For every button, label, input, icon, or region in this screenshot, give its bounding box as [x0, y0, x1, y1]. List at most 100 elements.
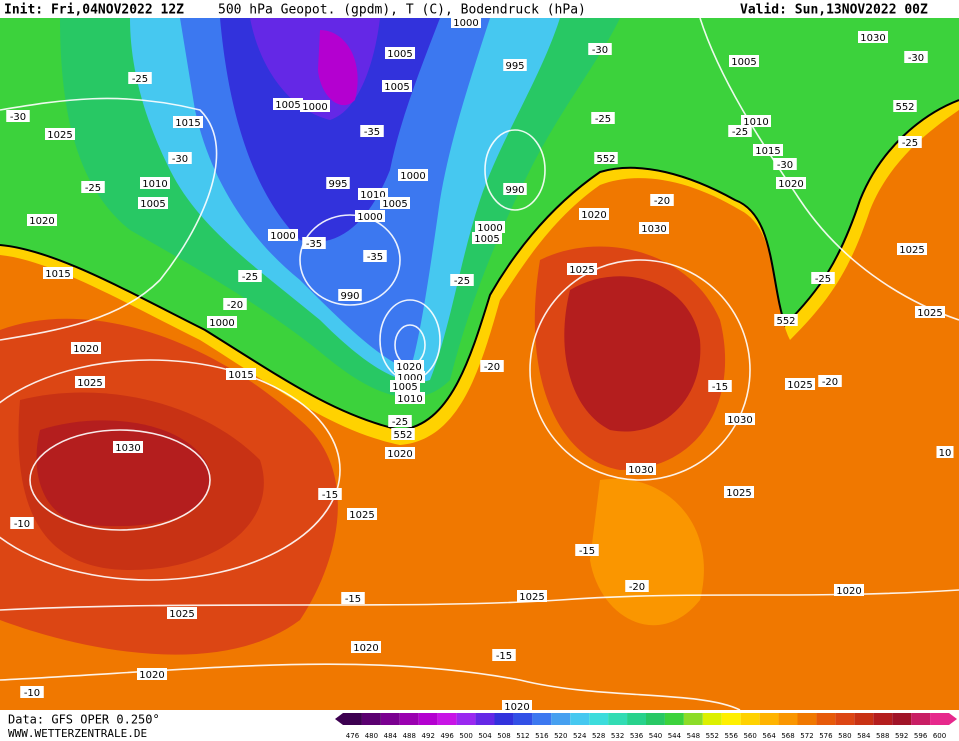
label-bg	[140, 177, 170, 189]
scale-cell	[608, 713, 628, 725]
scale-cell	[437, 713, 457, 725]
contour-label: -15	[712, 382, 728, 393]
scale-cell	[911, 713, 931, 725]
scale-level: 552	[706, 732, 719, 740]
scale-level: 484	[384, 732, 398, 740]
label-bg	[708, 380, 732, 392]
contour-label: 1020	[29, 216, 54, 227]
scale-level: 536	[630, 732, 644, 740]
contour-label: 1005	[387, 49, 412, 60]
contour-label: 1005	[731, 57, 756, 68]
label-bg	[741, 115, 771, 127]
scale-cell	[759, 713, 779, 725]
isohypse-552	[0, 99, 959, 432]
label-bg	[394, 360, 424, 372]
contour-label: 1020	[73, 344, 98, 355]
label-bg	[725, 413, 755, 425]
mild-area	[590, 478, 704, 626]
scale-cell	[343, 713, 362, 725]
contour-label: 1025	[569, 265, 594, 276]
contour-label: 1000	[397, 373, 422, 384]
map-field	[0, 17, 959, 711]
contour-label: -30	[172, 154, 188, 165]
contour-label: -30	[777, 160, 793, 171]
contour-label: 552	[776, 316, 795, 327]
label-bg	[398, 169, 428, 181]
contour-label: 1025	[899, 245, 924, 256]
contour-label: 1025	[726, 488, 751, 499]
contour-label: 1000	[453, 18, 478, 29]
label-bg	[785, 378, 815, 390]
scale-level: 520	[554, 732, 567, 740]
scale-cell	[835, 713, 855, 725]
contour-label: -30	[10, 112, 26, 123]
contour-label: 1005	[140, 199, 165, 210]
contour-label: -25	[392, 417, 408, 428]
contour-label: 995	[328, 179, 347, 190]
scale-cell	[702, 713, 722, 725]
scale-cell	[399, 713, 419, 725]
label-bg	[390, 380, 420, 392]
label-bg	[773, 158, 797, 170]
label-bg	[341, 592, 365, 604]
label-bg	[45, 128, 75, 140]
label-bg	[27, 214, 57, 226]
contour-label: -30	[908, 53, 924, 64]
contour-label: 1025	[349, 510, 374, 521]
scale-cell	[816, 713, 836, 725]
scale-level: 524	[573, 732, 587, 740]
scale-level: 480	[365, 732, 378, 740]
contour-label: 1020	[396, 362, 421, 373]
contour-label: 1025	[787, 380, 812, 391]
label-bg	[10, 517, 34, 529]
scale-arrow	[335, 713, 343, 725]
label-bg	[625, 580, 649, 592]
isobar	[0, 589, 959, 611]
scale-cell	[892, 713, 912, 725]
label-bg	[338, 289, 362, 301]
contour-label: -15	[496, 651, 512, 662]
scale-cell	[797, 713, 817, 725]
scale-level: 600	[933, 732, 946, 740]
label-bg	[226, 368, 256, 380]
contour-label: 1005	[474, 234, 499, 245]
scale-level: 512	[516, 732, 529, 740]
contour-label: 1020	[387, 449, 412, 460]
label-bg	[380, 197, 410, 209]
contour-label: -20	[484, 362, 500, 373]
contour-label: 1010	[743, 117, 768, 128]
contour-label: -10	[24, 688, 40, 699]
label-bg	[480, 360, 504, 372]
scale-level: 488	[403, 732, 416, 740]
contour-label: 552	[596, 154, 615, 165]
label-bg	[818, 375, 842, 387]
scale-level: 580	[838, 732, 851, 740]
label-bg	[588, 43, 612, 55]
label-bg	[300, 100, 330, 112]
scale-cell	[854, 713, 874, 725]
contour-label: 1015	[755, 146, 780, 157]
scale-arrow	[949, 713, 957, 725]
isobar	[699, 17, 959, 321]
label-bg	[475, 221, 505, 233]
label-bg	[626, 463, 656, 475]
label-bg	[753, 144, 783, 156]
contour-label: -20	[654, 196, 670, 207]
label-bg	[382, 80, 412, 92]
label-bg	[893, 100, 917, 112]
isobar	[0, 97, 218, 341]
contour-label: 1020	[581, 210, 606, 221]
contour-label: 1030	[860, 33, 885, 44]
scale-level: 576	[819, 732, 833, 740]
label-bg	[273, 98, 303, 110]
scale-level: 500	[459, 732, 472, 740]
label-bg	[858, 31, 888, 43]
label-bg	[385, 47, 415, 59]
label-bg	[728, 125, 752, 137]
scale-cell	[664, 713, 684, 725]
scale-level: 532	[611, 732, 624, 740]
contour-label: 1005	[392, 382, 417, 393]
contour-label: 1000	[302, 102, 327, 113]
trough-core	[318, 30, 358, 106]
scale-cell	[475, 713, 495, 725]
